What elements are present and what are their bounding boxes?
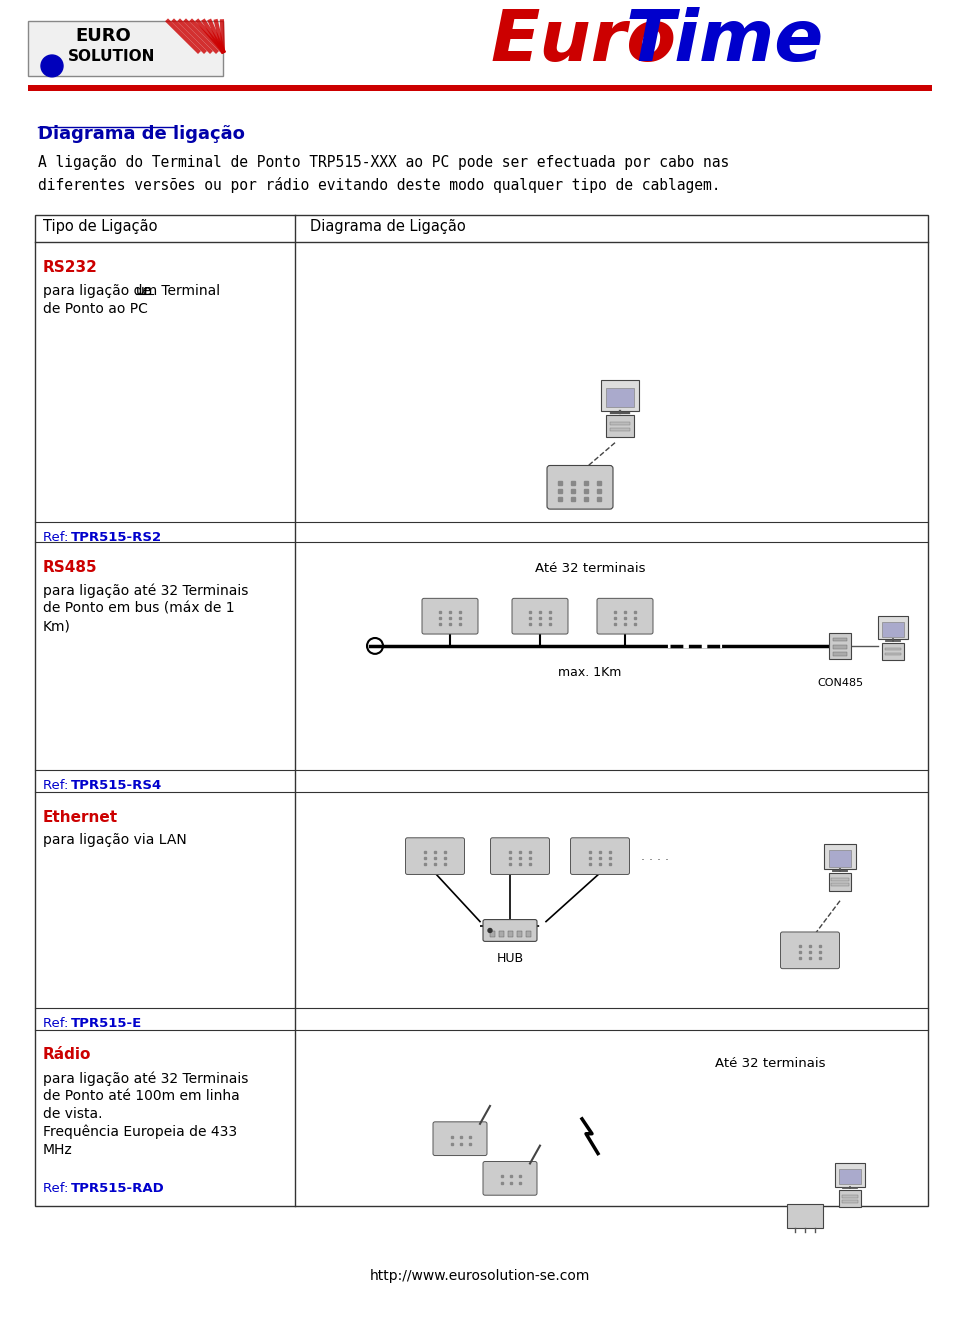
Bar xyxy=(832,653,847,655)
Bar xyxy=(787,1204,823,1228)
Text: SOLUTION: SOLUTION xyxy=(68,48,156,64)
Text: para ligação até 32 Terminais: para ligação até 32 Terminais xyxy=(43,583,249,598)
Bar xyxy=(828,873,852,890)
Bar xyxy=(885,653,901,655)
FancyBboxPatch shape xyxy=(405,838,465,874)
Bar xyxy=(842,1200,858,1203)
Text: de Ponto ao PC: de Ponto ao PC xyxy=(43,302,148,316)
Bar xyxy=(610,422,631,425)
Bar xyxy=(828,850,852,866)
Text: de vista.: de vista. xyxy=(43,1107,103,1121)
Bar xyxy=(601,380,639,411)
Text: TPR515-E: TPR515-E xyxy=(71,1017,142,1031)
Text: RS485: RS485 xyxy=(43,559,98,574)
FancyBboxPatch shape xyxy=(597,598,653,634)
Text: de Ponto até 100m em linha: de Ponto até 100m em linha xyxy=(43,1089,240,1103)
Bar xyxy=(828,633,852,659)
Text: para ligação de: para ligação de xyxy=(43,284,156,298)
Bar xyxy=(835,1163,865,1187)
Text: Ref:: Ref: xyxy=(43,531,73,545)
Bar xyxy=(832,645,847,649)
FancyBboxPatch shape xyxy=(570,838,630,874)
Text: Tipo de Ligação: Tipo de Ligação xyxy=(43,219,157,234)
Bar xyxy=(878,615,908,639)
Text: Ref:: Ref: xyxy=(43,1181,73,1195)
Bar xyxy=(839,1189,860,1207)
Bar xyxy=(607,415,634,437)
Text: HUB: HUB xyxy=(496,952,523,965)
Text: Euro: Euro xyxy=(490,7,676,76)
FancyBboxPatch shape xyxy=(512,598,568,634)
Text: para ligação até 32 Terminais: para ligação até 32 Terminais xyxy=(43,1071,249,1085)
FancyBboxPatch shape xyxy=(483,1161,537,1195)
Text: Time: Time xyxy=(626,7,825,76)
Bar xyxy=(831,878,849,881)
Text: Terminal: Terminal xyxy=(157,284,220,298)
Bar xyxy=(517,932,522,937)
Text: EURO: EURO xyxy=(75,27,131,45)
Text: CON485: CON485 xyxy=(817,678,863,688)
Bar xyxy=(839,1169,860,1184)
Bar xyxy=(825,844,855,869)
Text: para ligação via LAN: para ligação via LAN xyxy=(43,833,187,848)
Bar xyxy=(885,647,901,650)
Text: TPR515-RAD: TPR515-RAD xyxy=(71,1181,165,1195)
Text: Diagrama de Ligação: Diagrama de Ligação xyxy=(310,219,466,234)
Bar xyxy=(28,84,932,91)
Bar xyxy=(882,642,903,659)
Text: Ref:: Ref: xyxy=(43,1017,73,1031)
FancyBboxPatch shape xyxy=(422,598,478,634)
Text: . . . .: . . . . xyxy=(641,849,669,862)
FancyBboxPatch shape xyxy=(491,838,549,874)
FancyBboxPatch shape xyxy=(483,920,537,941)
Bar xyxy=(28,21,223,76)
Bar xyxy=(508,932,513,937)
Bar xyxy=(499,932,504,937)
Bar xyxy=(526,932,531,937)
Text: Até 32 terminais: Até 32 terminais xyxy=(715,1057,826,1071)
Text: TPR515-RS2: TPR515-RS2 xyxy=(71,531,162,545)
FancyBboxPatch shape xyxy=(433,1121,487,1156)
Text: Ref:: Ref: xyxy=(43,780,73,792)
Bar xyxy=(607,388,634,407)
Text: RS232: RS232 xyxy=(43,260,98,275)
FancyBboxPatch shape xyxy=(547,466,613,509)
Text: Frequência Europeia de 433: Frequência Europeia de 433 xyxy=(43,1125,237,1139)
Text: Rádio: Rádio xyxy=(43,1048,91,1063)
Text: Diagrama de ligação: Diagrama de ligação xyxy=(38,125,245,143)
Bar xyxy=(35,215,928,1206)
Text: um: um xyxy=(136,284,158,298)
Text: Km): Km) xyxy=(43,619,71,633)
Text: Ethernet: Ethernet xyxy=(43,809,118,825)
Bar xyxy=(842,1195,858,1197)
Bar xyxy=(882,622,903,637)
Text: de Ponto em bus (máx de 1: de Ponto em bus (máx de 1 xyxy=(43,601,234,615)
Bar xyxy=(490,932,495,937)
Text: Até 32 terminais: Até 32 terminais xyxy=(535,562,645,574)
Text: http://www.eurosolution-se.com: http://www.eurosolution-se.com xyxy=(370,1268,590,1283)
Bar xyxy=(831,884,849,886)
Text: A ligação do Terminal de Ponto TRP515-XXX ao PC pode ser efectuada por cabo nas: A ligação do Terminal de Ponto TRP515-XX… xyxy=(38,155,730,170)
Bar xyxy=(610,429,631,431)
Bar xyxy=(832,638,847,642)
Text: TPR515-RS4: TPR515-RS4 xyxy=(71,780,162,792)
Text: diferentes versões ou por rádio evitando deste modo qualquer tipo de cablagem.: diferentes versões ou por rádio evitando… xyxy=(38,178,721,194)
Text: MHz: MHz xyxy=(43,1143,73,1156)
Text: max. 1Km: max. 1Km xyxy=(559,666,622,678)
Circle shape xyxy=(41,55,63,77)
Circle shape xyxy=(488,929,492,932)
FancyBboxPatch shape xyxy=(780,932,839,969)
